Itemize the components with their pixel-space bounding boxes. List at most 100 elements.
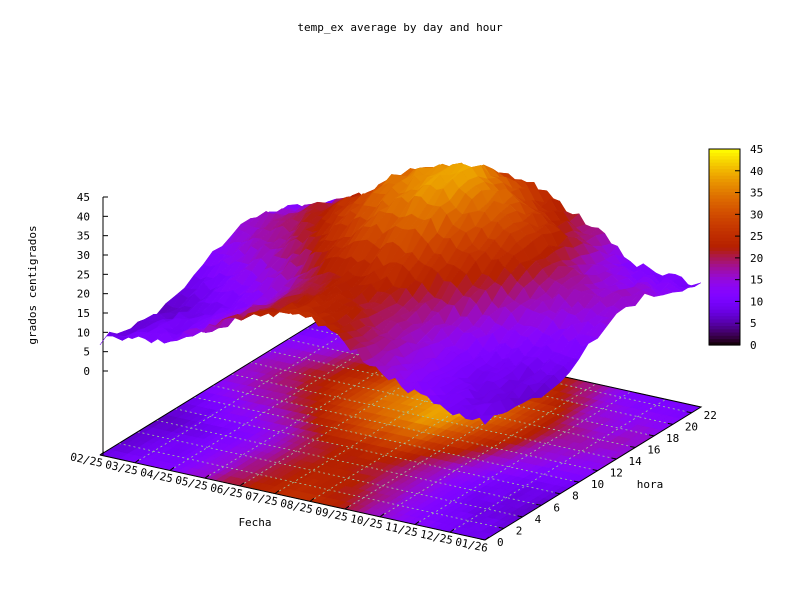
colorbar-tick-label: 20 <box>750 252 763 265</box>
grid-line-x <box>414 391 632 525</box>
base-border <box>99 321 703 541</box>
y-tick <box>686 411 692 414</box>
z-tick-label: 10 <box>77 326 90 339</box>
grid-line-x <box>449 398 667 533</box>
colorbar-border <box>708 148 741 346</box>
colorbar-segment <box>709 158 740 163</box>
colorbar-tick-label: 10 <box>750 295 763 308</box>
y-tick-label: 20 <box>685 420 698 433</box>
y-tick <box>667 422 673 425</box>
colorbar-segment <box>709 263 740 268</box>
colorbar-segment <box>709 299 740 304</box>
colorbar-tick-label: 30 <box>750 208 763 221</box>
colorbar-segment <box>709 266 740 271</box>
z-tick-label: 5 <box>83 346 90 359</box>
colorbar-segment <box>709 279 740 284</box>
colorbar-segment <box>709 204 740 209</box>
grid-line-y <box>137 431 523 518</box>
base-map <box>99 321 702 541</box>
grid-line-y <box>287 338 673 425</box>
y-tick <box>555 492 561 495</box>
colorbar: 0 5 10 15 20 25 30 35 40 45 <box>708 143 763 352</box>
colorbar-segment <box>709 335 740 340</box>
y-tick-label: 16 <box>647 443 660 456</box>
colorbar-segment <box>709 305 740 310</box>
colorbar-tick-label: 45 <box>750 143 763 156</box>
y-tick <box>536 503 542 506</box>
colorbar-segment <box>709 315 740 320</box>
surface-cell <box>478 414 496 425</box>
colorbar-segment <box>709 149 740 153</box>
y-axis-label: hora <box>637 478 664 491</box>
colorbar-tick-label: 25 <box>750 230 763 243</box>
colorbar-segment <box>709 211 740 215</box>
colorbar-tick-label: 0 <box>750 339 757 352</box>
colorbar-segment <box>709 243 740 248</box>
colorbar-segment <box>709 289 740 294</box>
z-tick-label: 0 <box>83 365 90 378</box>
colorbar-segment <box>709 201 740 206</box>
grid-line-y <box>212 385 598 471</box>
y-tick <box>498 526 504 529</box>
colorbar-segment <box>709 338 740 343</box>
x-tick <box>449 528 455 533</box>
x-tick-label: 02/25 <box>69 450 104 470</box>
colorbar-segment <box>709 207 740 212</box>
colorbar-segment <box>709 328 740 333</box>
colorbar-segment <box>709 309 740 313</box>
colorbar-segment <box>709 240 740 245</box>
colorbar-segment <box>709 318 740 323</box>
colorbar-segment <box>709 273 740 277</box>
colorbar-segment <box>709 286 740 291</box>
x-tick <box>169 467 175 471</box>
x-tick <box>344 505 350 510</box>
grid-line-y <box>118 443 504 529</box>
z-tick-label: 40 <box>77 210 90 223</box>
z-tick-label: 35 <box>77 230 90 243</box>
grid-line-y <box>250 362 636 448</box>
colorbar-segment <box>709 282 740 287</box>
x-tick <box>134 459 140 464</box>
y-tick-label: 0 <box>497 536 504 549</box>
x-tick <box>274 490 280 495</box>
colorbar-segment <box>709 250 740 255</box>
x-tick <box>239 482 245 487</box>
z-tick-label: 20 <box>77 288 90 301</box>
y-tick <box>573 480 580 483</box>
y-tick <box>648 434 655 437</box>
colorbar-segment <box>709 155 740 160</box>
z-axis-label: grados centigrados <box>26 225 39 344</box>
surface-cell <box>99 331 117 346</box>
y-tick-label: 2 <box>516 524 523 537</box>
colorbar-tick-label: 15 <box>750 274 763 287</box>
colorbar-segment <box>709 292 740 297</box>
z-tick-label: 25 <box>77 268 90 281</box>
x-tick <box>99 451 105 456</box>
z-tick-label: 45 <box>77 191 90 204</box>
colorbar-segment <box>709 276 740 281</box>
colorbar-segment <box>709 214 740 219</box>
colorbar-segment <box>709 184 740 189</box>
colorbar-segment <box>709 253 740 258</box>
colorbar-segment <box>709 341 740 346</box>
z-tick-label: 30 <box>77 249 90 262</box>
x-tick <box>379 513 385 518</box>
colorbar-segment <box>709 165 740 170</box>
colorbar-segment <box>709 162 740 166</box>
y-tick <box>479 538 486 541</box>
x-tick <box>204 474 210 479</box>
colorbar-segment <box>709 194 740 199</box>
y-tick-label: 6 <box>553 501 560 514</box>
colorbar-segment <box>709 302 740 307</box>
colorbar-segment <box>709 171 740 176</box>
y-tick <box>517 515 523 518</box>
y-tick-label: 18 <box>666 432 679 445</box>
colorbar-segment <box>709 227 740 232</box>
y-tick-label: 10 <box>591 478 604 491</box>
x-axis-label: Fecha <box>238 516 271 529</box>
y-tick <box>630 445 636 448</box>
colorbar-segment <box>709 181 740 186</box>
